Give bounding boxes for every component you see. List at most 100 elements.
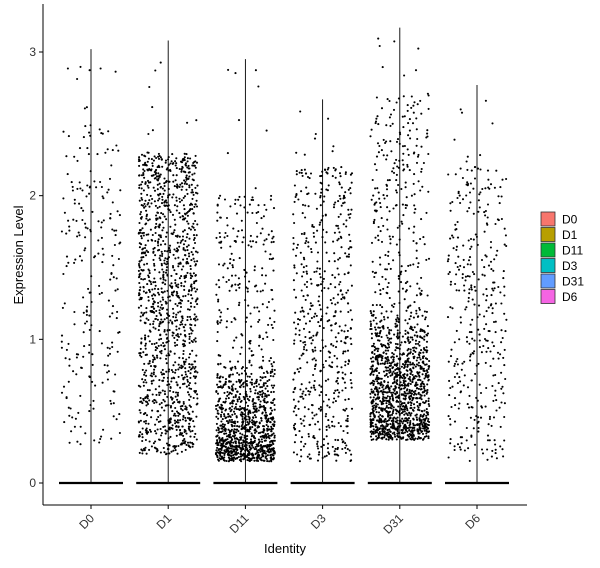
data-point: [216, 446, 219, 449]
data-point: [144, 321, 147, 325]
data-point: [307, 245, 310, 248]
data-point: [184, 419, 187, 422]
data-point: [152, 174, 155, 177]
data-point: [141, 198, 144, 201]
data-point: [192, 375, 195, 378]
data-point: [293, 266, 296, 269]
data-point: [292, 378, 295, 381]
data-point: [408, 118, 411, 121]
data-point: [155, 432, 158, 435]
data-point: [500, 217, 503, 221]
data-point: [426, 426, 429, 430]
data-point: [464, 275, 467, 278]
data-point: [346, 329, 349, 332]
data-point: [406, 365, 409, 368]
data-point: [229, 433, 232, 436]
data-point: [108, 347, 111, 350]
data-point: [234, 394, 237, 397]
data-point: [371, 370, 374, 373]
data-point: [240, 384, 243, 387]
data-point: [175, 319, 179, 322]
data-point: [307, 435, 310, 438]
data-point: [98, 128, 101, 131]
data-point: [183, 229, 186, 232]
data-point: [190, 289, 193, 292]
data-point: [307, 192, 310, 195]
data-point: [165, 316, 168, 320]
data-point: [192, 238, 196, 241]
data-point: [181, 383, 185, 386]
data-point: [166, 260, 169, 263]
data-point: [107, 299, 110, 302]
data-point: [369, 135, 372, 138]
data-point: [153, 246, 156, 249]
data-point: [191, 363, 194, 366]
data-point: [162, 398, 165, 401]
data-point: [388, 235, 391, 238]
data-point: [404, 341, 407, 344]
data-point: [401, 335, 404, 338]
data-point: [381, 362, 384, 365]
data-point: [163, 249, 166, 253]
data-point: [171, 424, 174, 427]
data-point: [427, 107, 430, 110]
data-point: [382, 395, 385, 399]
data-point: [235, 403, 238, 406]
data-point: [349, 372, 353, 375]
data-point: [329, 365, 332, 368]
data-point: [168, 180, 171, 183]
data-point: [178, 356, 181, 359]
data-point: [95, 186, 98, 189]
data-point: [405, 407, 409, 410]
data-point: [335, 340, 338, 343]
data-point: [267, 425, 270, 428]
data-point: [467, 406, 471, 409]
data-point: [387, 385, 390, 388]
data-point: [239, 458, 242, 461]
data-point: [181, 317, 184, 320]
data-point: [192, 193, 195, 196]
data-point: [178, 200, 182, 203]
data-point: [91, 210, 94, 213]
data-point: [154, 254, 157, 257]
data-point: [142, 278, 145, 281]
data-point: [377, 434, 380, 437]
data-point: [370, 402, 373, 405]
data-point: [155, 175, 158, 178]
data-point: [137, 231, 141, 234]
data-point: [257, 396, 260, 399]
data-point: [409, 285, 412, 288]
data-point: [82, 355, 85, 358]
data-point: [169, 421, 172, 424]
data-point: [386, 326, 389, 329]
data-point: [266, 335, 269, 339]
data-point: [273, 439, 276, 442]
data-point: [143, 311, 146, 315]
data-point: [384, 141, 387, 145]
data-point: [145, 374, 148, 377]
data-point: [144, 205, 147, 208]
data-point: [165, 266, 169, 269]
data-point: [154, 423, 157, 426]
data-point: [407, 347, 410, 350]
data-point: [273, 309, 276, 312]
data-point: [177, 414, 180, 417]
data-point: [418, 344, 421, 347]
data-point: [307, 408, 310, 411]
data-point: [113, 243, 116, 247]
data-point: [224, 428, 227, 431]
data-point: [163, 259, 166, 262]
data-point: [242, 441, 245, 444]
data-point: [149, 365, 153, 368]
data-point: [144, 334, 147, 337]
data-point: [371, 351, 374, 354]
data-point: [403, 402, 406, 405]
data-point: [346, 349, 350, 352]
data-point: [67, 380, 70, 383]
data-point: [245, 382, 248, 386]
data-point: [416, 404, 419, 408]
data-point: [260, 419, 263, 422]
data-point: [233, 450, 236, 453]
data-point: [242, 236, 245, 239]
data-point: [383, 420, 386, 423]
